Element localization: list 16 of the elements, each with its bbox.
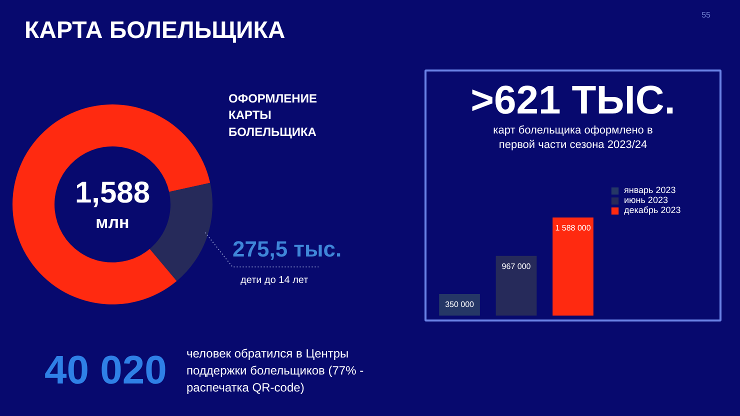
data-label: 350 000 (445, 300, 475, 309)
legend-label: декабрь 2023 (624, 205, 681, 215)
legend-label: июнь 2023 (624, 195, 668, 205)
text: КАРТА БОЛЕЛЬЩИКА (24, 17, 286, 44)
text: 40 020 (44, 348, 167, 392)
data-label: 1 588 000 (555, 224, 592, 233)
chart-title: ОФОРМЛЕНИЕ КАРТЫ БОЛЕЛЬЩИКА (228, 91, 317, 139)
text: человек обратился в Центры поддержки болельщиков (77% - распечатка QR-code) (186, 346, 364, 394)
text: 55 (702, 10, 712, 20)
chart-title: >621 ТЫС. (470, 78, 676, 122)
text: 1,588 млн (74, 176, 150, 232)
data-label: 967 000 (502, 262, 532, 271)
legend-label: январь 2023 (624, 185, 676, 195)
data-label: 275,5 тыс. (232, 236, 342, 262)
chart-subtitle: карт болельщика оформлено в первой части сезона 2023/24 (493, 124, 653, 151)
slice-label: дети до 14 лет (240, 274, 309, 286)
